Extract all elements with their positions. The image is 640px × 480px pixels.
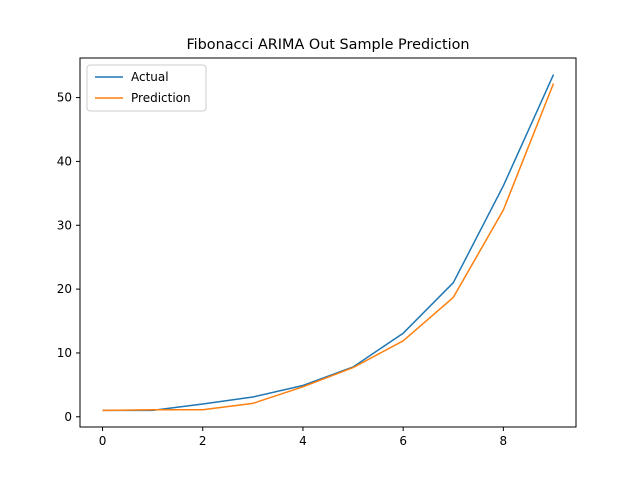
y-tick-label: 30 bbox=[57, 218, 72, 232]
series-layer bbox=[102, 74, 555, 412]
axes-frame bbox=[79, 57, 577, 428]
series-line-prediction bbox=[102, 83, 555, 412]
x-axis: 0 2 4 6 8 bbox=[99, 427, 507, 448]
chart-title: Fibonacci ARIMA Out Sample Prediction bbox=[186, 37, 469, 53]
legend: Actual Prediction bbox=[86, 64, 207, 112]
y-tick-label: 50 bbox=[57, 91, 72, 105]
y-tick-label: 10 bbox=[57, 346, 72, 360]
legend-label-actual: Actual bbox=[131, 70, 169, 84]
x-tick-label: 2 bbox=[199, 434, 207, 448]
x-tick-label: 6 bbox=[399, 434, 407, 448]
y-tick-label: 20 bbox=[57, 282, 72, 296]
series-line-actual bbox=[102, 74, 555, 412]
y-axis: 0 10 20 30 40 50 bbox=[57, 91, 80, 424]
x-tick-label: 4 bbox=[299, 434, 307, 448]
x-tick-label: 8 bbox=[500, 434, 508, 448]
x-tick-label: 0 bbox=[99, 434, 107, 448]
legend-label-prediction: Prediction bbox=[131, 91, 191, 105]
y-tick-label: 40 bbox=[57, 154, 72, 168]
y-tick-label: 0 bbox=[64, 410, 72, 424]
